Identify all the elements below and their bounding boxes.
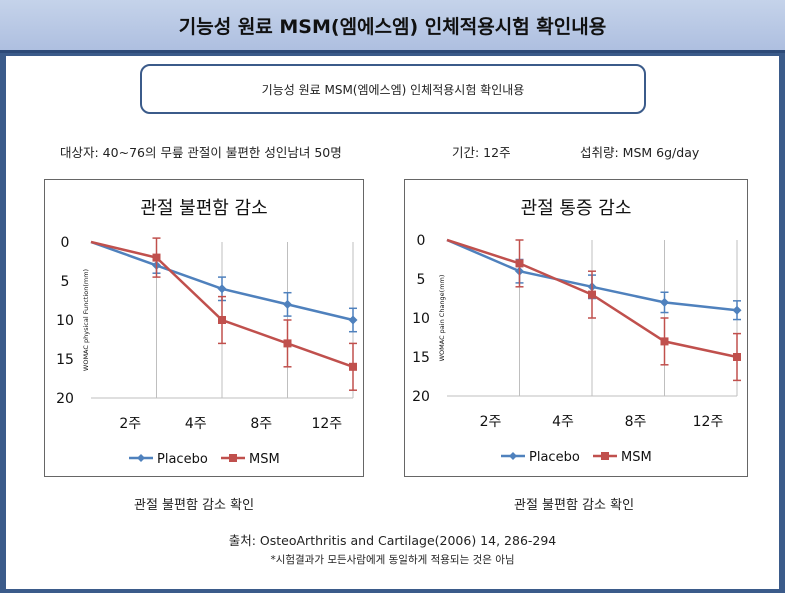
data-point-msm [515,259,524,268]
y-tick-label: 5 [61,274,70,290]
chart-discomfort: 관절 불편함 감소 0 5 10 15 20 WOMAC physical Function… [56,198,358,467]
legend-label-placebo: Placebo [157,452,208,467]
data-point-msm [733,353,741,361]
chart-title: 관절 통증 감소 [521,198,632,219]
source-citation: 출처: OsteoArthritis and Cartilage(2006) 1… [228,533,557,548]
legend-label-placebo: Placebo [529,450,580,465]
data-point-msm [283,339,292,348]
caption-pain: 관절 불편함 감소 확인 [514,498,635,513]
data-point-placebo [660,297,669,307]
chart-title: 관절 불편함 감소 [140,198,267,219]
data-point-placebo [217,284,227,294]
x-tick-label: 2주 [119,416,141,432]
data-point-msm [152,253,161,262]
legend-marker-placebo [509,452,517,460]
y-tick-label: 15 [56,352,74,368]
legend-label-msm: MSM [621,450,652,465]
x-tick-label: 4주 [185,416,207,432]
legend-marker-placebo [137,454,145,462]
y-axis-title: WOMAC physical Function(mm) [82,269,90,371]
data-point-msm [588,290,596,299]
data-point-placebo [348,315,358,325]
x-tick-label: 8주 [250,416,272,432]
page-title: 기능성 원료 MSM(엠에스엠) 인체적용시험 확인내용 [0,0,785,53]
info-dose: 섭취량: MSM 6g/day [580,145,700,160]
x-tick-label: 4주 [552,414,574,430]
data-point-placebo [283,299,292,309]
y-tick-label: 0 [417,233,426,249]
y-tick-label: 20 [412,389,430,405]
data-point-msm [660,337,669,346]
disclaimer-note: *시험결과가 모든사람에게 동일하게 적용되는 것은 아님 [270,554,515,566]
y-tick-label: 15 [412,350,430,366]
x-tick-label: 2주 [480,414,502,430]
y-tick-label: 10 [412,311,430,327]
content-panel: 기능성 원료 MSM(엠에스엠) 인체적용시험 확인내용 대상자: 40~76의… [6,56,779,589]
data-point-msm [218,316,226,324]
x-tick-label: 12주 [311,416,342,432]
info-period: 기간: 12주 [452,145,511,160]
subtitle-box: 기능성 원료 MSM(엠에스엠) 인체적용시험 확인내용 [140,64,646,114]
y-tick-label: 10 [56,313,74,329]
y-tick-label: 5 [417,272,426,288]
data-point-msm [349,362,357,371]
info-subjects: 대상자: 40~76의 무릎 관절이 불편한 성인남녀 50명 [60,145,342,160]
x-tick-label: 8주 [625,414,647,430]
legend-marker-msm [229,454,237,462]
legend-label-msm: MSM [249,452,280,467]
caption-discomfort: 관절 불편함 감소 확인 [134,498,255,513]
legend-marker-msm [601,452,609,460]
y-axis-title: WOMAC pain Change(mm) [438,275,446,362]
y-tick-label: 20 [56,391,74,407]
chart-box-discomfort: 관절 불편함 감소 0 5 10 15 20 WOMAC physical Function… [44,179,364,477]
chart-box-pain: 관절 통증 감소 0 5 10 15 20 WOMAC pain Change(mm) 2주 4… [404,179,748,477]
chart-pain: 관절 통증 감소 0 5 10 15 20 WOMAC pain Change(mm) 2주 4… [412,198,742,465]
x-tick-label: 12주 [693,414,724,430]
y-tick-label: 0 [61,235,70,251]
data-point-placebo [732,305,742,315]
